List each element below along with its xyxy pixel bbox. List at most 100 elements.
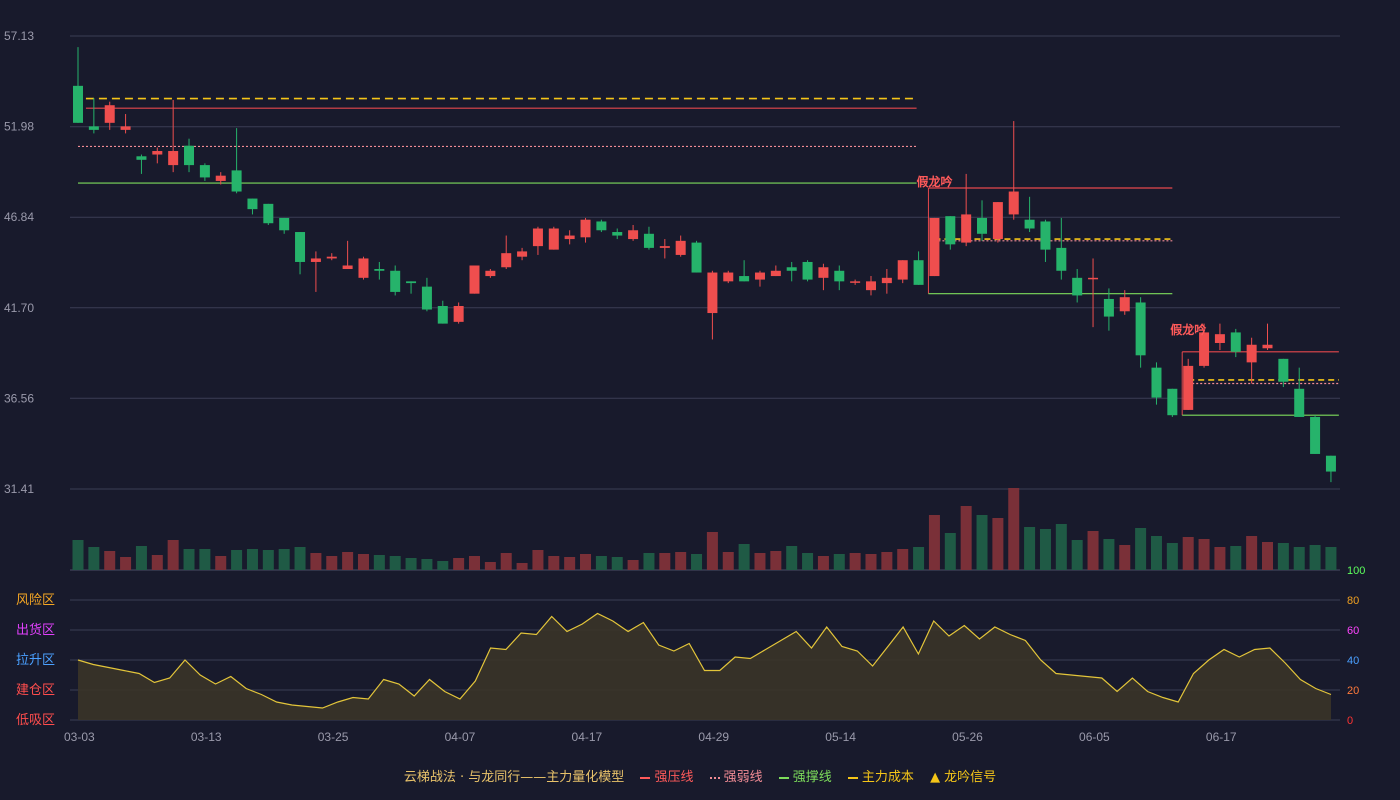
candle-body xyxy=(374,269,385,271)
volume-bar xyxy=(881,552,893,570)
volume-bars xyxy=(72,488,1337,570)
price-tick-label: 36.56 xyxy=(4,391,34,405)
volume-bar xyxy=(548,556,560,570)
legend-weak-line[interactable]: 强弱线 xyxy=(709,770,763,785)
volume-bar xyxy=(278,549,290,570)
candle-body xyxy=(564,235,575,240)
candle-body xyxy=(707,272,718,314)
price-tick-label: 57.13 xyxy=(4,29,34,43)
candle-body xyxy=(342,265,353,270)
candle-body xyxy=(1056,247,1067,271)
candle-body xyxy=(596,221,607,231)
volume-bar xyxy=(1071,540,1083,570)
candle-body xyxy=(136,156,147,160)
volume-bar xyxy=(691,554,703,570)
candle-body xyxy=(897,260,908,280)
volume-bar xyxy=(1008,488,1020,570)
volume-bar xyxy=(199,549,211,570)
candle-body xyxy=(1199,332,1210,366)
legend-strong-pressure[interactable]: 强压线 xyxy=(640,770,693,785)
candle-body xyxy=(1183,365,1194,410)
volume-bar xyxy=(897,549,909,570)
indicator-tick-label: 20 xyxy=(1347,685,1359,697)
volume-bar xyxy=(1277,543,1289,570)
volume-bar xyxy=(992,518,1004,570)
volume-bar xyxy=(373,555,385,570)
volume-bar xyxy=(944,533,956,570)
date-tick-label: 04-29 xyxy=(698,730,729,744)
legend: 云梯战法 · 与龙同行——主力量化模型 强压线 强弱线 强撑线 主力成本 ▲ 龙吟… xyxy=(0,766,1400,785)
candle-body xyxy=(739,276,750,282)
candle-body xyxy=(390,270,401,292)
indicator-line xyxy=(77,612,1332,709)
volume-bar xyxy=(1214,547,1226,570)
volume-bar xyxy=(1024,527,1036,570)
candle-body xyxy=(675,240,686,255)
candle-body xyxy=(406,281,417,284)
candle-body xyxy=(326,256,337,259)
volume-bar xyxy=(1055,524,1067,570)
volume-bar xyxy=(928,515,940,570)
candle-body xyxy=(485,270,496,277)
zone-label: 拉升区 xyxy=(16,653,55,668)
candle-body xyxy=(1325,455,1336,472)
candle-body xyxy=(517,251,528,257)
volume-bar xyxy=(1087,531,1099,570)
candle-body xyxy=(453,306,464,322)
volume-bar xyxy=(1166,543,1178,570)
candle-body xyxy=(1008,191,1019,215)
volume-bar xyxy=(580,554,592,570)
date-tick-label: 04-17 xyxy=(572,730,603,744)
indicator-tick-label: 40 xyxy=(1347,655,1359,667)
candle-body xyxy=(961,214,972,243)
volume-bar xyxy=(389,556,401,570)
signal-label: 假龙吟 xyxy=(1170,322,1206,337)
volume-bar xyxy=(611,557,623,570)
legend-signal[interactable]: ▲ 龙吟信号 xyxy=(930,770,997,785)
volume-bar xyxy=(1309,545,1321,570)
legend-support-line[interactable]: 强撑线 xyxy=(778,770,832,785)
volume-bar xyxy=(357,554,369,570)
candle-body xyxy=(1214,334,1225,343)
candle-body xyxy=(802,261,813,280)
candle-body xyxy=(866,281,876,291)
volume-bar xyxy=(738,544,750,570)
volume-bar xyxy=(1262,542,1273,570)
candle-body xyxy=(231,170,242,192)
volume-bar xyxy=(1246,536,1258,570)
volume-bar xyxy=(120,557,132,570)
volume-bar xyxy=(183,549,195,570)
candle-body xyxy=(628,230,639,240)
candle-body xyxy=(501,253,512,268)
candle-body xyxy=(104,105,115,123)
volume-bar xyxy=(1103,539,1115,570)
volume-bar xyxy=(913,547,925,570)
candle-body xyxy=(945,216,956,245)
candle-body xyxy=(1119,297,1130,312)
candle-body xyxy=(691,242,702,273)
candle-body xyxy=(881,277,892,284)
indicator-tick-label: 60 xyxy=(1347,625,1359,637)
volume-bar xyxy=(1325,547,1337,570)
candles xyxy=(73,47,1336,483)
candle-body xyxy=(612,232,623,236)
candle-body xyxy=(1262,344,1273,349)
legend-cost-line[interactable]: 主力成本 xyxy=(847,770,914,785)
date-tick-label: 03-03 xyxy=(64,730,95,744)
axis-labels: 57.13 51.98 46.84 41.70 36.56 31.41 100 80 60 40 2… xyxy=(4,29,1365,744)
candle-body xyxy=(818,267,829,278)
indicator-panel xyxy=(70,599,1340,721)
candle-body xyxy=(421,286,432,310)
volume-bar xyxy=(754,553,766,570)
volume-bar xyxy=(802,553,814,570)
indicator-tick-label: 100 xyxy=(1347,565,1365,577)
candle-body xyxy=(580,219,591,238)
date-tick-label: 05-26 xyxy=(952,730,983,744)
candle-body xyxy=(295,232,306,262)
candle-body xyxy=(199,165,210,178)
date-tick-label: 05-14 xyxy=(825,730,856,744)
candle-body xyxy=(437,306,448,324)
candle-body xyxy=(247,198,258,210)
candle-body xyxy=(1088,277,1099,280)
volume-bar xyxy=(564,557,576,570)
